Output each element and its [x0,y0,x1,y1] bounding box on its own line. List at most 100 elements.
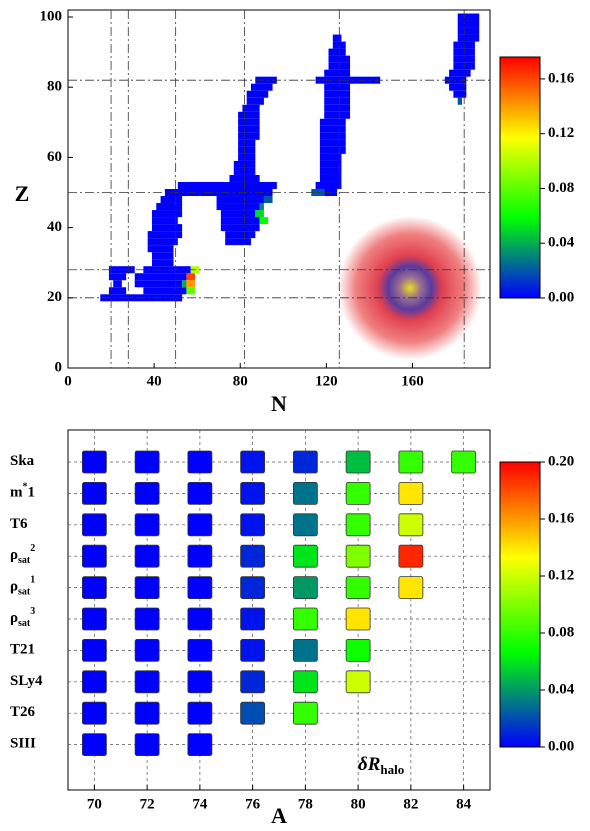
nucleus-cell [319,118,346,126]
x-tick-label: 160 [401,373,424,389]
label-base: T26 [10,705,36,721]
y-tick-label: m*1 [10,482,35,501]
label-base: T21 [10,642,35,658]
value-square [187,733,213,756]
nucleus-cell [238,111,260,119]
colorbar [499,461,541,748]
nucleus-cell [319,153,342,161]
value-square [81,576,107,599]
nucleus-cell [225,238,252,246]
value-square [345,670,371,694]
value-square [134,544,160,568]
x-tick-label: 78 [298,796,313,812]
value-square [292,639,318,662]
y-tick-label: 80 [47,79,62,95]
colorbar-tick-label: 0.08 [548,624,574,640]
value-square [345,513,371,537]
y-tick-label: 20 [47,289,62,305]
value-square [81,513,107,537]
colorbar-tick-label: 0.00 [548,289,574,305]
nucleus-cell [143,287,187,295]
x-axis-label: A [271,803,287,828]
nucleus-cell [319,146,346,154]
label-sub: sat [18,618,31,629]
label-base: ρ [10,610,18,626]
nucleus-cell [457,27,480,35]
colorbar-tick-label: 0.16 [548,510,575,526]
value-square [451,450,477,474]
label-sub: sat [18,587,31,598]
value-square [187,450,213,474]
halo-illustration [338,216,482,360]
value-square [134,701,160,725]
top-frame [67,9,491,369]
y-tick-label: T26 [10,705,36,721]
value-square [134,607,160,631]
x-tick-label: 74 [192,796,208,812]
label-sub: sat [18,555,31,566]
y-tick-label: SIII [10,736,36,752]
value-square [81,481,107,505]
colorbar [499,56,541,299]
value-square [134,450,160,474]
value-square [134,513,160,537]
x-tick-label: 80 [233,373,248,389]
value-square [292,450,318,474]
nucleus-cell [134,273,187,281]
value-square [81,701,107,725]
value-square [398,576,424,599]
value-square [187,513,213,537]
annotation: δRhalo [358,754,404,777]
nucleus-cell [324,83,351,91]
nucleus-cell [229,174,260,182]
label-sup: 2 [30,543,35,554]
label-base: ρ [10,548,18,564]
nucleus-cell [177,181,277,189]
value-square [134,481,160,505]
value-square [240,576,266,599]
value-square [240,544,266,568]
x-tick-label: 120 [315,373,338,389]
y-tick-label: ρsat1 [10,575,35,598]
value-square [345,481,371,505]
nucleus-cell [220,210,256,218]
nucleus-cell [186,273,196,281]
nucleus-cell [457,13,480,21]
colorbar-tick-label: 0.12 [548,125,574,141]
y-tick-label: 40 [47,219,62,235]
nucleus-cell [324,104,351,112]
value-square [81,733,107,756]
value-square [81,639,107,662]
value-square [398,450,424,474]
y-tick-label: Ska [10,453,35,469]
y-tick-label: T6 [10,516,28,532]
value-square [345,607,371,631]
nucleus-cell [151,224,183,232]
nucleus-cell [216,196,264,204]
nucleus-cell [311,189,325,197]
value-square [292,576,318,599]
colorbar-tick-label: 0.04 [548,235,575,251]
value-square [187,607,213,631]
value-square [240,670,266,694]
nucleus-cell [160,196,183,204]
nucleus-cell [238,118,260,126]
nucleus-cell [324,111,351,119]
value-square [187,544,213,568]
y-tick-label: 0 [55,359,63,375]
value-square [187,576,213,599]
nucleus-cell [108,287,127,295]
nucleus-cell [457,34,480,42]
nucleus-cell [182,280,187,288]
annotation-sub: halo [380,762,404,777]
nucleus-cell [328,55,351,63]
nucleus-cell [156,203,183,211]
value-square [187,670,213,694]
value-square [292,670,318,694]
value-square [292,607,318,631]
nucleus-cell [246,97,264,105]
nucleus-cell [151,217,178,225]
nucleus-cell [449,69,471,77]
nucleus-cell [134,280,183,288]
